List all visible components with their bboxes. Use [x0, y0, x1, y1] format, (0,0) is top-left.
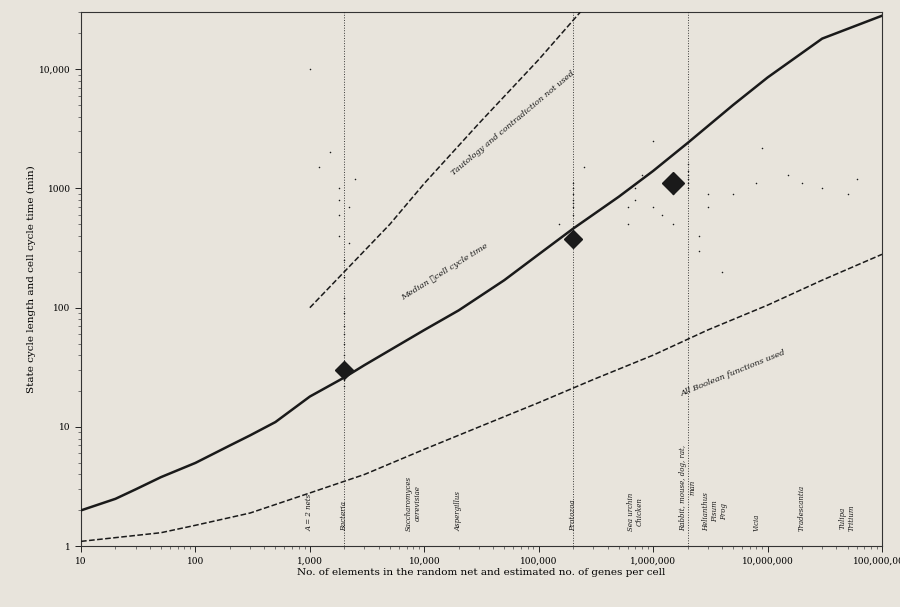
Text: Aspergillus: Aspergillus: [454, 490, 463, 531]
Point: [634, 170, 649, 180]
Point: [338, 273, 352, 282]
Point: [338, 321, 352, 331]
Point: [566, 183, 580, 193]
Point: [680, 159, 695, 169]
Point: [680, 170, 695, 180]
Point: [323, 148, 338, 157]
Point: [342, 202, 356, 212]
Text: Bacteria: Bacteria: [340, 501, 348, 531]
Point: [332, 231, 347, 241]
Point: [795, 178, 809, 188]
Text: Rabbit, mouse, dog, rat,
man: Rabbit, mouse, dog, rat, man: [679, 444, 697, 531]
Point: [348, 174, 363, 184]
Point: [332, 195, 347, 205]
Point: [691, 246, 706, 256]
Point: [338, 365, 352, 375]
Point: [338, 256, 352, 265]
Point: [628, 183, 643, 193]
Point: [621, 220, 635, 229]
Point: [338, 358, 352, 367]
Point: [666, 220, 680, 229]
Point: [621, 202, 635, 212]
Point: [780, 170, 795, 180]
Point: [666, 189, 680, 198]
Text: Tautology and contradiction not used: Tautology and contradiction not used: [450, 70, 577, 177]
Text: Sea urchin
Chicken: Sea urchin Chicken: [626, 492, 644, 531]
Point: [700, 202, 715, 212]
Point: [552, 220, 566, 229]
Point: [815, 183, 830, 193]
Point: [566, 202, 580, 212]
Point: [566, 210, 580, 220]
Point: [680, 166, 695, 176]
Text: Protozoa: Protozoa: [569, 499, 577, 531]
Point: [338, 339, 352, 348]
Point: [566, 198, 580, 208]
Point: [691, 231, 706, 241]
Point: [338, 293, 352, 303]
Text: Helianthus
Pisum
Frog: Helianthus Pisum Frog: [702, 492, 729, 531]
Point: [726, 189, 741, 198]
Point: [628, 195, 643, 205]
Point: [680, 174, 695, 184]
Point: [750, 178, 764, 188]
X-axis label: No. of elements in the random net and estimated no. of genes per cell: No. of elements in the random net and es…: [297, 569, 666, 577]
Point: [577, 163, 591, 172]
Point: [338, 308, 352, 318]
Point: [338, 381, 352, 391]
Text: Vicia: Vicia: [752, 514, 760, 531]
Point: [646, 202, 661, 212]
Point: [841, 189, 855, 198]
Y-axis label: State cycle length and cell cycle time (min): State cycle length and cell cycle time (…: [27, 165, 36, 393]
Point: [680, 178, 695, 188]
Point: [342, 238, 356, 248]
Point: [338, 350, 352, 360]
Point: [755, 143, 770, 152]
Point: [566, 189, 580, 198]
Point: [332, 183, 347, 193]
Point: [646, 136, 661, 146]
Point: [338, 329, 352, 339]
Point: [700, 189, 715, 198]
Point: [566, 178, 580, 188]
Text: Saccharomyces
cerevisiae: Saccharomyces cerevisiae: [405, 476, 422, 531]
Text: Median ℓcell cycle time: Median ℓcell cycle time: [400, 242, 490, 302]
Point: [338, 375, 352, 384]
Text: All Boolean functions used: All Boolean functions used: [680, 349, 787, 398]
Point: [680, 183, 695, 193]
Point: [566, 195, 580, 205]
Text: Tradescantia: Tradescantia: [798, 484, 806, 531]
Point: [655, 210, 670, 220]
Text: A = 2 nets: A = 2 nets: [306, 493, 314, 531]
Text: Tulipa
Tritium: Tulipa Tritium: [839, 504, 856, 531]
Point: [311, 163, 326, 172]
Point: [850, 174, 864, 184]
Point: [332, 210, 347, 220]
Point: [715, 267, 729, 277]
Point: [302, 64, 317, 74]
